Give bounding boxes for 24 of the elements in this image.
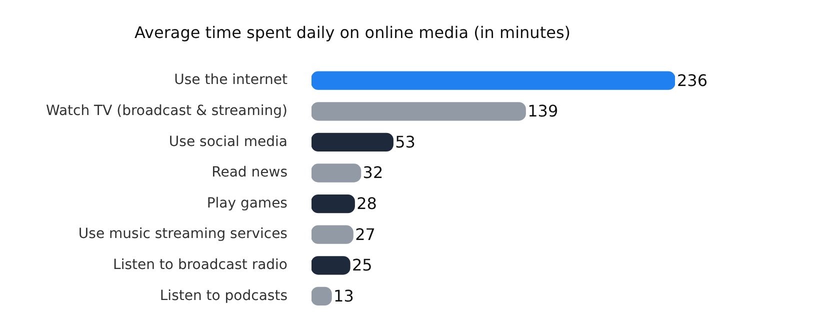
data-label: 25: [352, 256, 372, 275]
y-tick-label: Listen to podcasts: [160, 288, 288, 304]
data-label: 139: [528, 102, 558, 121]
y-tick-label: Watch TV (broadcast & streaming): [46, 103, 288, 120]
data-label: 53: [395, 132, 416, 152]
y-tick-label: Use social media: [168, 134, 288, 150]
bar: [311, 194, 355, 214]
y-tick-label: Listen to broadcast radio: [113, 257, 288, 274]
bar: [311, 164, 362, 182]
data-label: 236: [677, 70, 708, 90]
data-label: 28: [356, 194, 377, 213]
chart-title: Average time spent daily on online media (in minutes): [134, 22, 571, 42]
data-label: 32: [362, 163, 384, 182]
y-tick-label: Read news: [212, 164, 288, 181]
bar: [311, 102, 526, 121]
bar: [311, 132, 394, 152]
y-tick-label: Play games: [206, 195, 288, 212]
bar: [311, 225, 354, 244]
y-tick-label: Use the internet: [174, 72, 288, 88]
bar: [311, 71, 675, 90]
data-label: 27: [355, 224, 376, 244]
bar: [311, 256, 350, 275]
data-label: 13: [334, 286, 354, 306]
y-tick-label: Use music streaming services: [78, 226, 288, 242]
